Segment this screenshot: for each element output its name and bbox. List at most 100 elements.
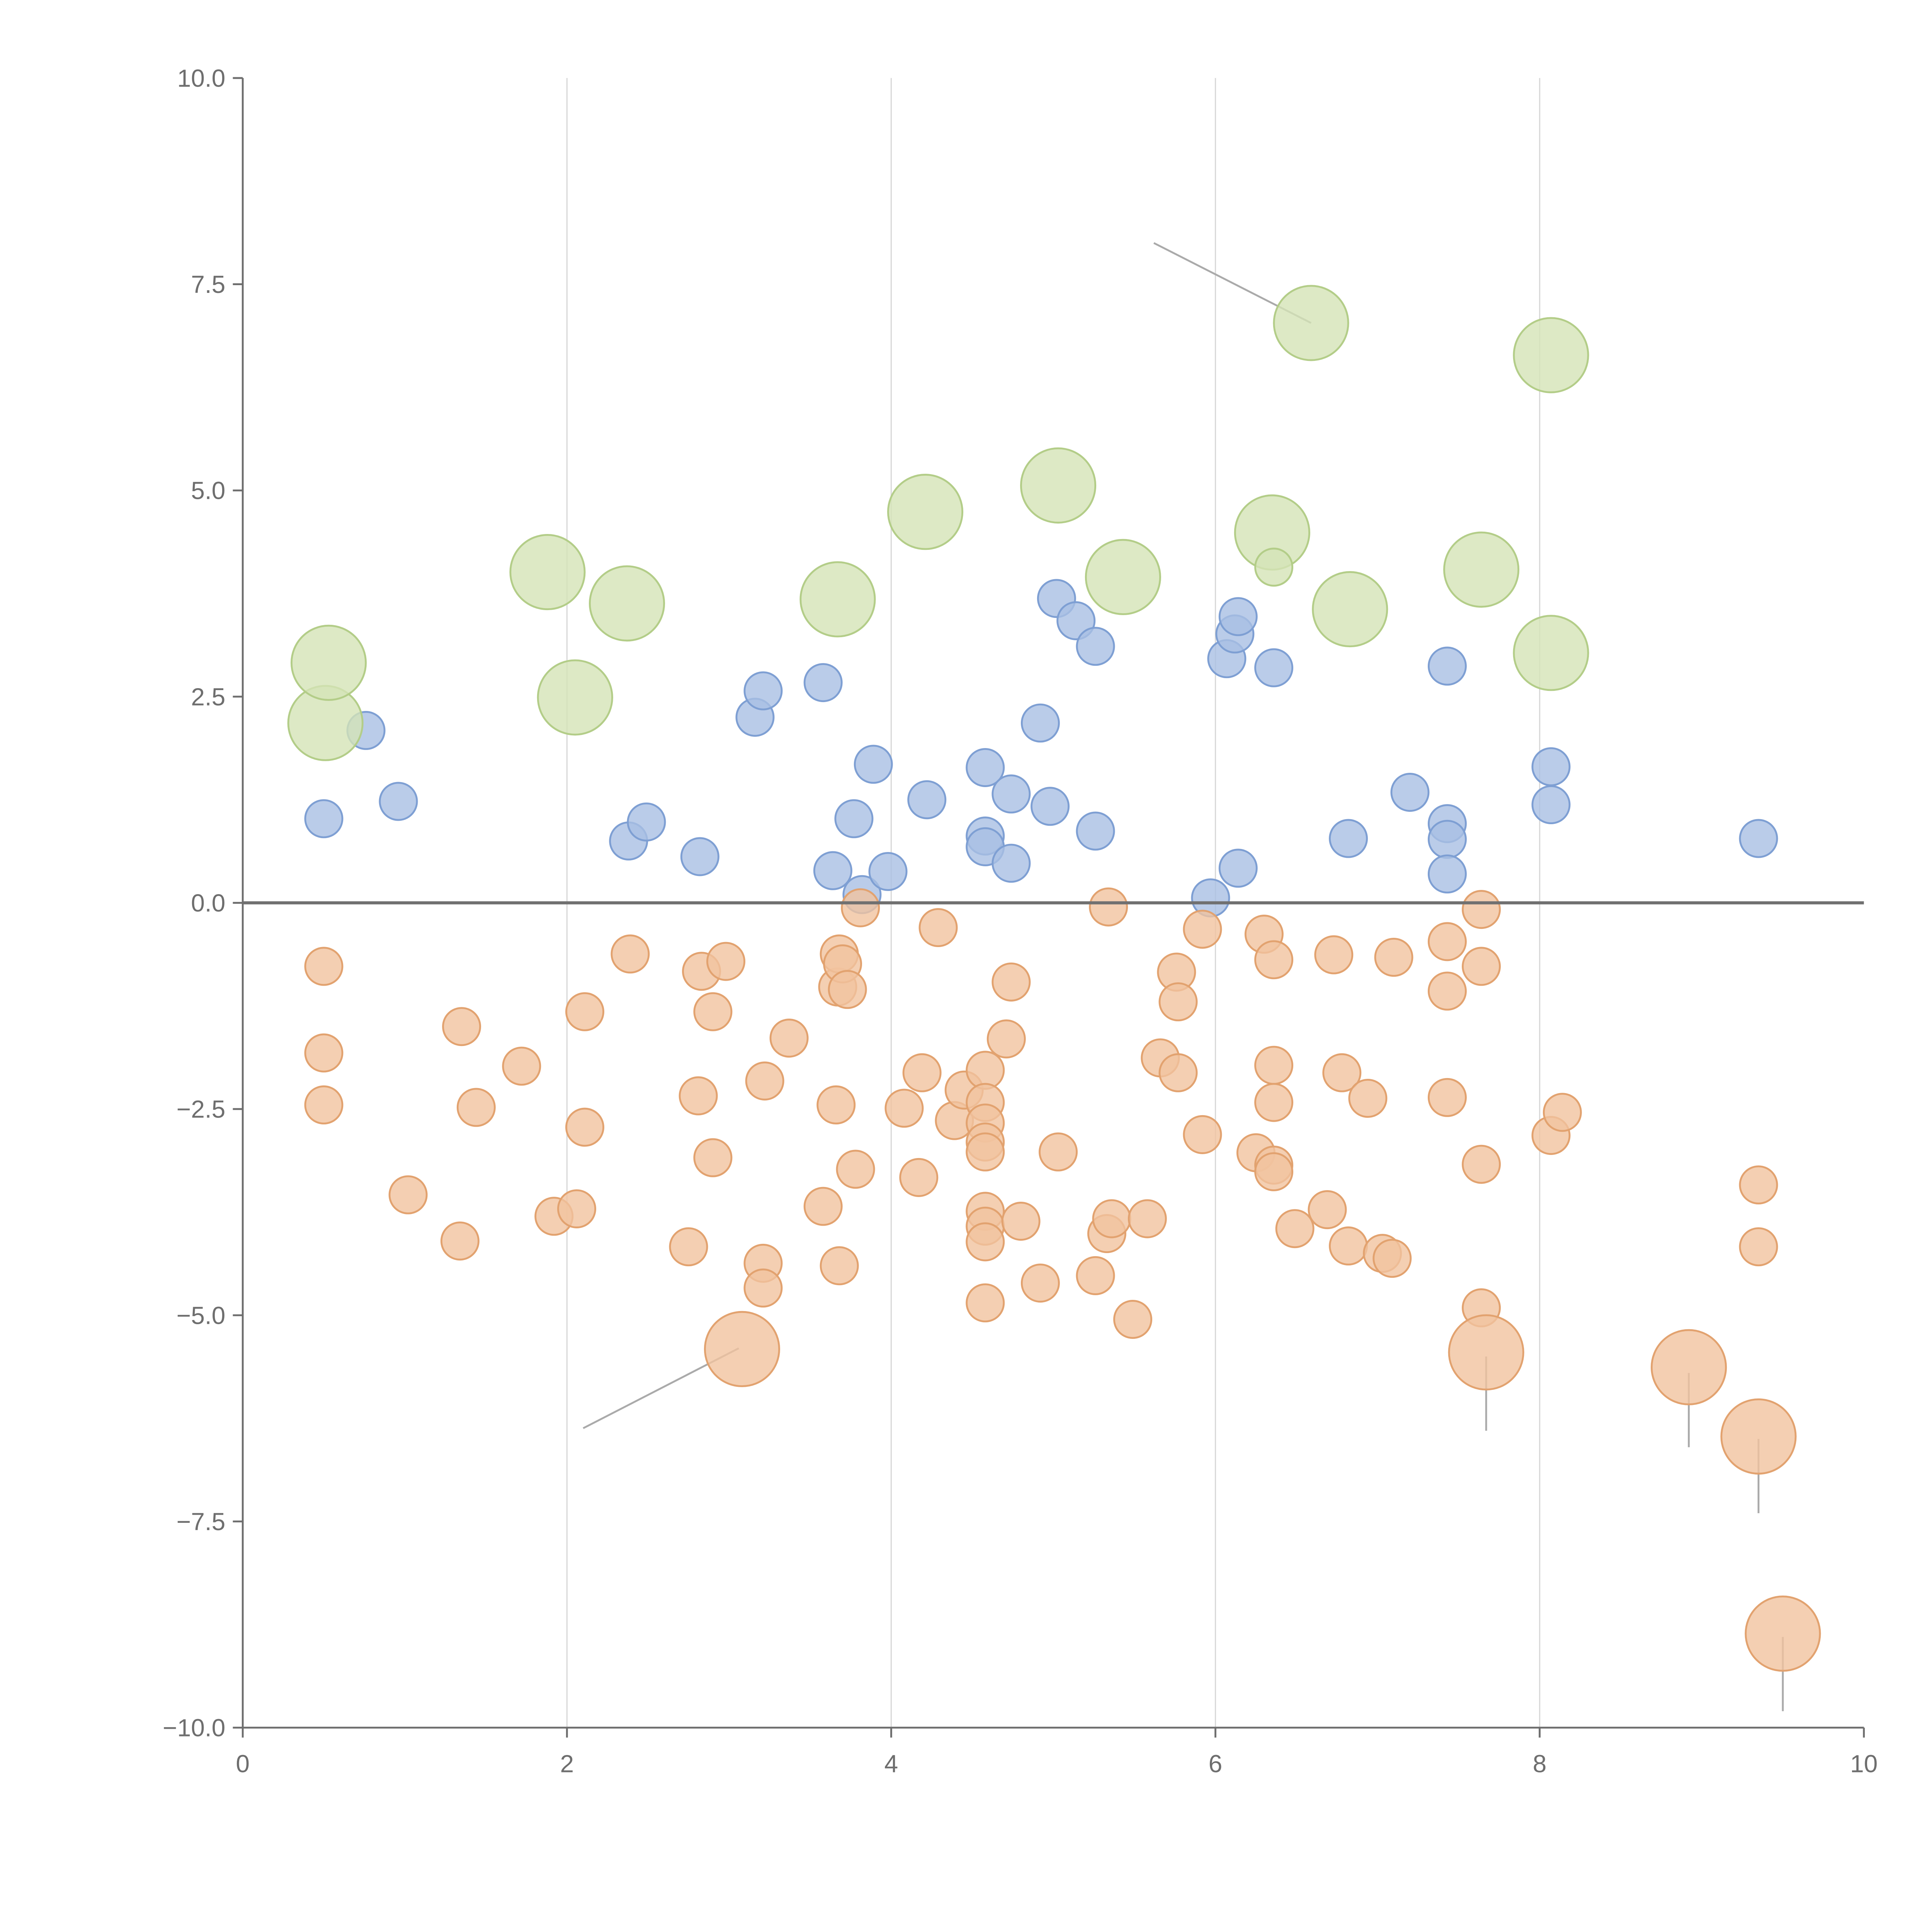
point-negative (502, 1046, 541, 1086)
point-highlighted-positive (887, 474, 964, 550)
point-negative (966, 1222, 1005, 1262)
point-negative (1427, 922, 1467, 961)
point-negative (693, 992, 733, 1031)
point-positive (854, 745, 893, 784)
point-positive (680, 837, 719, 876)
point-positive (1427, 820, 1467, 859)
point-highlighted-positive (588, 565, 665, 642)
point-negative (1183, 910, 1222, 949)
point-negative (1158, 1053, 1198, 1092)
axes: 0 2 4 6 8 10 10.0 7.5 5.0 2.5 0.0 −2.5 −5.0 −7.5 −10.0 (163, 64, 1878, 1777)
x-tick-label: 4 (884, 1750, 898, 1778)
point-negative (1039, 1132, 1078, 1172)
point-positive (1031, 787, 1070, 826)
point-negative (836, 1150, 875, 1189)
x-tick-label: 8 (1533, 1750, 1547, 1778)
point-negative (1254, 940, 1294, 980)
point-negative (1374, 937, 1413, 977)
y-tick-label: −10.0 (163, 1714, 225, 1742)
point-negative (902, 1053, 942, 1092)
x-tick-label: 2 (560, 1750, 574, 1778)
point-negative (1462, 890, 1501, 929)
point-negative (899, 1158, 939, 1197)
point-positive (1739, 819, 1778, 858)
point-negative (986, 1019, 1026, 1059)
point-negative (456, 1088, 496, 1127)
point-negative (611, 934, 650, 974)
point-negative (1254, 1083, 1294, 1122)
point-highlighted-negative (1720, 1398, 1797, 1475)
point-highlighted-positive (537, 659, 613, 736)
point-negative (1183, 1115, 1222, 1154)
point-negative (828, 970, 867, 1009)
point-positive (1531, 747, 1571, 786)
point-highlighted-positive (1020, 447, 1097, 524)
point-negative (557, 1189, 596, 1228)
point-positive (834, 799, 874, 838)
point-negative (820, 1246, 859, 1286)
point-negative (1314, 935, 1354, 975)
x-tick-label: 0 (236, 1750, 250, 1778)
point-positive (1076, 627, 1115, 666)
point-negative (706, 942, 745, 981)
point-positive (627, 802, 666, 842)
point-highlighted-positive (1513, 615, 1589, 691)
point-negative (1462, 1145, 1501, 1184)
point-negative (1020, 1264, 1060, 1303)
y-tick-label: 0.0 (191, 889, 225, 917)
point-highlighted-positive (1443, 531, 1520, 608)
point-negative (769, 1019, 809, 1058)
point-highlighted-positive (799, 561, 876, 638)
point-negative (884, 1088, 924, 1128)
point-negative (679, 1076, 718, 1116)
point-positive (907, 780, 947, 820)
point-positive (1329, 819, 1368, 858)
point-positive (1076, 811, 1115, 851)
point-negative (1739, 1165, 1778, 1205)
point-negative (918, 908, 958, 947)
point-negative (1308, 1190, 1347, 1230)
y-tick-label: −5.0 (177, 1301, 226, 1329)
point-negative (1427, 971, 1467, 1011)
point-negative (304, 947, 344, 986)
point-negative (1128, 1199, 1167, 1238)
point-negative (966, 1132, 1005, 1172)
point-positive (1218, 849, 1258, 888)
point-positive (743, 671, 783, 711)
point-negative (992, 962, 1031, 1002)
point-negative (565, 992, 604, 1031)
point-highlighted-positive-small (1254, 548, 1294, 587)
y-tick-label: 2.5 (191, 683, 225, 711)
point-highlighted-positive (291, 624, 367, 701)
point-positive (1427, 854, 1467, 894)
point-negative (1462, 947, 1501, 986)
point-positive (1020, 703, 1060, 743)
point-positive (379, 782, 418, 821)
point-negative (1739, 1227, 1778, 1267)
point-negative (1089, 887, 1128, 927)
point-negative (1322, 1053, 1362, 1092)
point-positive (813, 851, 852, 890)
point-negative (803, 1187, 843, 1226)
point-negative (1348, 1078, 1388, 1118)
y-tick-label: −7.5 (177, 1508, 226, 1536)
point-negative (693, 1138, 733, 1177)
y-tick-label: −2.5 (177, 1095, 226, 1123)
point-negative (442, 1007, 481, 1046)
x-tick-label: 10 (1850, 1750, 1878, 1778)
point-negative (440, 1221, 480, 1261)
point-positive (992, 774, 1031, 814)
point-positive (1531, 785, 1571, 824)
point-negative (966, 1283, 1005, 1323)
point-positive (1218, 597, 1258, 636)
point-negative (304, 1085, 344, 1124)
point-negative (841, 888, 880, 927)
point-positive (1390, 773, 1430, 812)
point-highlighted-positive (509, 534, 586, 611)
point-negative (1543, 1093, 1582, 1132)
point-highlighted-positive (1513, 317, 1589, 393)
point-negative (743, 1268, 783, 1308)
point-highlighted-negative (704, 1311, 780, 1387)
point-negative (388, 1175, 428, 1214)
point-negative (1254, 1152, 1294, 1191)
